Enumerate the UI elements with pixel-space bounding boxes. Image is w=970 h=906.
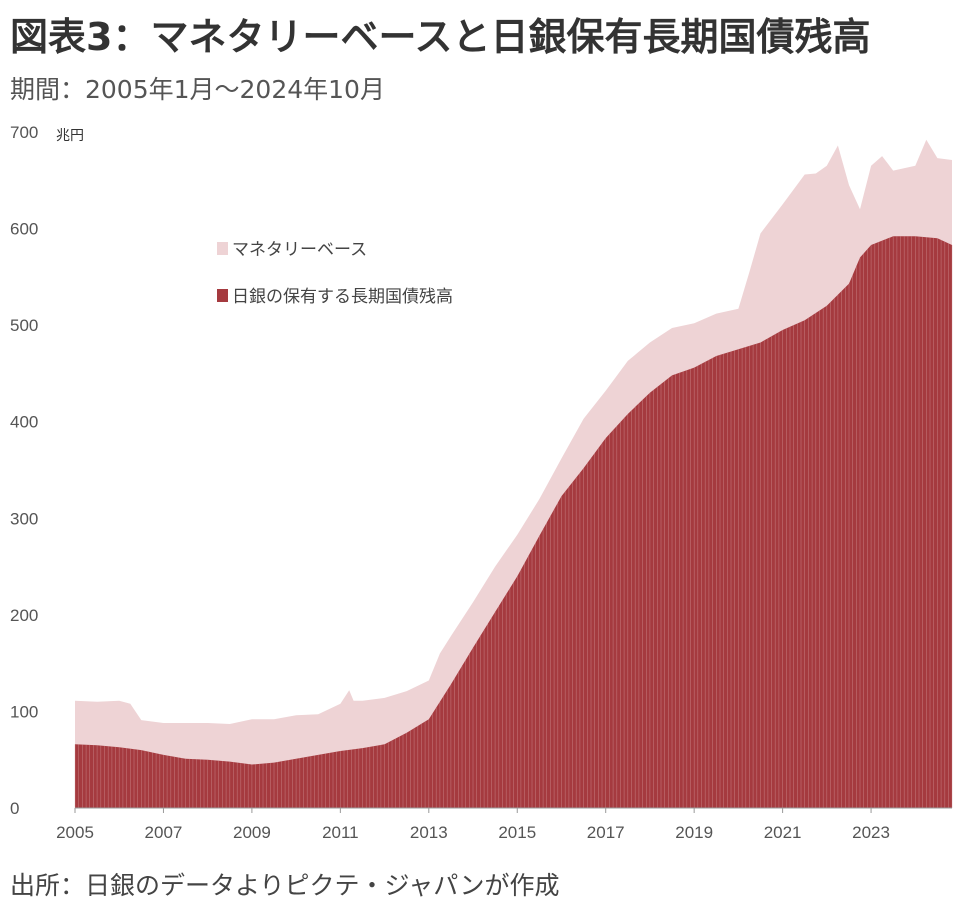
y-tick-label: 700	[10, 123, 38, 142]
y-tick-label: 200	[10, 606, 38, 625]
plot-areas	[74, 139, 953, 809]
y-tick-label: 300	[10, 509, 38, 528]
y-tick-label: 0	[10, 799, 19, 818]
legend-swatch	[217, 242, 228, 255]
x-tick-label: 2019	[675, 823, 713, 842]
x-tick-label: 2007	[145, 823, 183, 842]
x-tick-label: 2017	[587, 823, 625, 842]
legend-label: 日銀の保有する長期国債残高	[232, 287, 453, 307]
x-tick-label: 2013	[410, 823, 448, 842]
x-tick-label: 2015	[498, 823, 536, 842]
y-tick-label: 600	[10, 220, 38, 239]
y-axis: 0 100 200 300 400 500 600 700	[10, 123, 38, 818]
x-tick-label: 2005	[56, 823, 94, 842]
legend-label: マネタリーベース	[232, 240, 367, 260]
jgb-monthly-stripes	[74, 236, 953, 808]
source-note: 出所：日銀のデータよりピクテ・ジャパンが作成	[10, 871, 560, 900]
y-tick-label: 100	[10, 702, 38, 721]
y-tick-label: 500	[10, 316, 38, 335]
y-tick-label: 400	[10, 413, 38, 432]
x-tick-label: 2021	[764, 823, 802, 842]
x-tick-label: 2023	[852, 823, 890, 842]
x-axis: 2005 2007 2009 2011 2013 2015 2017 2019 2021 2023	[56, 807, 952, 842]
x-tick-label: 2009	[233, 823, 271, 842]
y-unit-label: 兆円	[56, 128, 84, 144]
series-jgb-holdings	[75, 236, 952, 809]
chart-title: 図表3：マネタリーベースと日銀保有長期国債残高	[10, 15, 871, 59]
legend-swatch	[217, 289, 228, 302]
x-tick-label: 2011	[322, 823, 359, 842]
chart-subtitle: 期間：2005年1月～2024年10月	[10, 75, 385, 104]
